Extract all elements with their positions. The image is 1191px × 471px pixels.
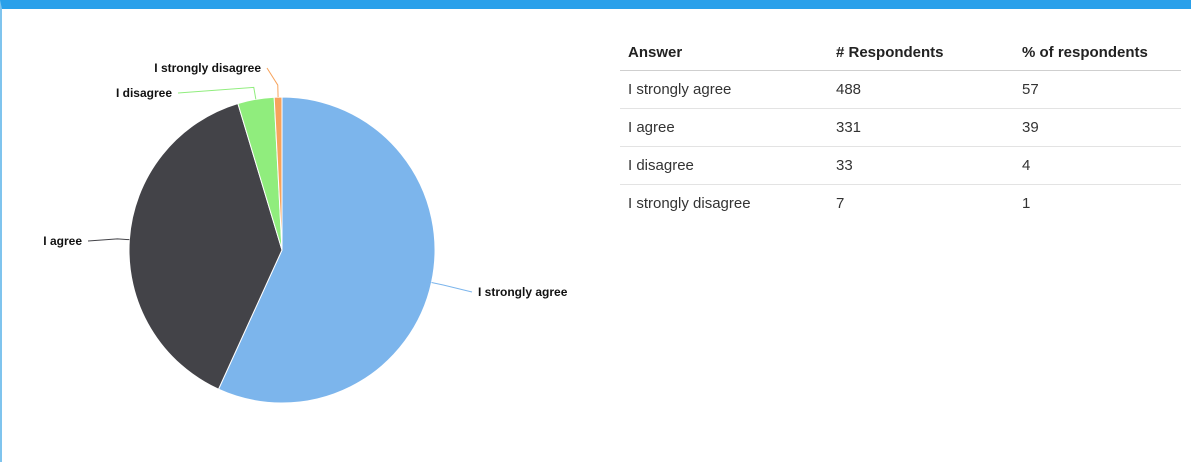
pie-connector-i-strongly-agree	[431, 281, 473, 293]
cell-respondents: 7	[836, 195, 845, 212]
table-row: I disagree 33 4	[620, 146, 1181, 185]
pie-label-i-strongly-disagree: I strongly disagree	[154, 61, 261, 75]
table-row: I strongly agree 488 57	[620, 70, 1181, 109]
pie-chart: I strongly agree I agree I disagree I stron…	[2, 9, 602, 471]
cell-respondents: 33	[828, 146, 1014, 185]
table-row: I strongly disagree 7 1	[620, 185, 1181, 223]
cell-answer: I disagree	[620, 146, 828, 185]
pie-connector-i-disagree	[177, 86, 257, 100]
cell-percent: 4	[1014, 146, 1181, 185]
cell-percent: 57	[1014, 70, 1181, 109]
cell-respondents: 331	[828, 108, 1014, 147]
pie-slice-i-strongly-agree[interactable]	[217, 96, 436, 404]
pie-slice-i-strongly-disagree[interactable]	[273, 96, 283, 251]
header-respondents: # Respondents	[828, 34, 1014, 71]
header-answer: Answer	[620, 34, 828, 71]
cell-answer: I agree	[620, 108, 828, 147]
cell-percent: 39	[1014, 108, 1181, 147]
pie-connector-i-agree	[87, 238, 130, 242]
cell-answer: I strongly agree	[620, 70, 828, 109]
pie-label-i-disagree: I disagree	[116, 86, 172, 100]
table-row: I agree 331 39	[620, 108, 1181, 147]
pie-slice-i-agree[interactable]	[128, 102, 283, 390]
pie-connector-i-strongly-disagree	[266, 67, 279, 98]
cell-answer: I strongly disagree	[628, 195, 751, 212]
cell-percent: 1	[1022, 195, 1031, 212]
results-table: Answer # Respondents % of respondents I …	[620, 34, 1181, 222]
header-percent: % of respondents	[1014, 34, 1181, 71]
table-header-row: Answer # Respondents % of respondents	[620, 34, 1181, 71]
pie-label-i-agree: I agree	[43, 234, 82, 248]
pie-label-i-strongly-agree: I strongly agree	[478, 285, 568, 299]
cell-respondents: 488	[828, 70, 1014, 109]
pie-chart-svg: I strongly agree I agree I disagree I stron…	[43, 61, 568, 404]
